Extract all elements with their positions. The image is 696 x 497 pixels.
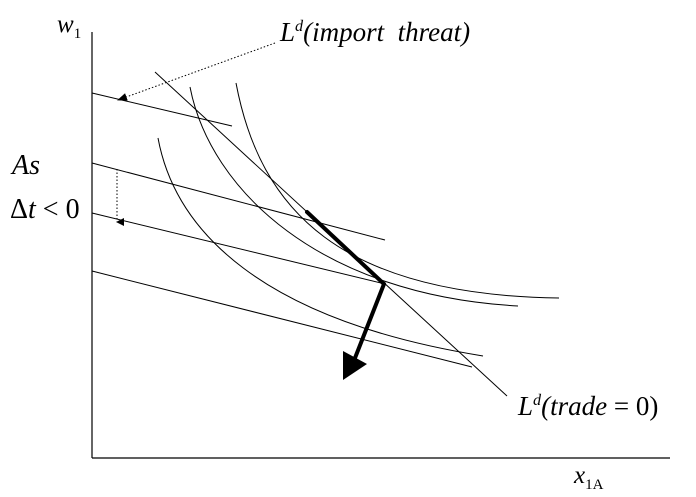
ld-trade-sup: d xyxy=(533,391,542,409)
label-pointer-arrow xyxy=(117,42,276,101)
x-axis-label: x1A xyxy=(574,463,603,493)
y-axis-label-sub: 1 xyxy=(73,26,82,42)
import-threat-segment xyxy=(305,210,386,286)
shock-delta: Δ xyxy=(10,194,29,225)
wage-line-4 xyxy=(91,270,473,368)
y-axis-label-base: w xyxy=(57,11,74,38)
isoquant-3 xyxy=(235,82,560,299)
ld-trade-base: L xyxy=(518,391,534,421)
shock-val: 0 xyxy=(65,194,80,225)
wage-line-1 xyxy=(91,92,233,127)
import-threat-shift xyxy=(353,282,386,360)
ld-import-text: (import threat) xyxy=(303,17,471,47)
wage-line-3 xyxy=(91,212,386,285)
shock-label-line1: As xyxy=(12,152,40,180)
isoquant-1 xyxy=(157,137,484,357)
wage-line-2 xyxy=(91,162,386,241)
x-axis-label-base: x xyxy=(574,462,586,489)
labor-demand-import-threat-label: Ld(import threat) xyxy=(280,18,470,46)
isoquant-2 xyxy=(189,86,519,307)
shock-label-as: As xyxy=(12,150,40,181)
labor-demand-no-trade-label: Ld(trade = 0) xyxy=(518,392,658,420)
ld-trade-text-open: (trade xyxy=(541,391,608,421)
shock-label-line2: Δt < 0 xyxy=(10,196,80,224)
shock-rel: < xyxy=(35,194,66,225)
shock-var: t xyxy=(28,194,36,225)
x-axis-label-sub: 1A xyxy=(585,477,604,493)
ld-import-base: L xyxy=(280,17,296,47)
ld-trade-text-zero: 0) xyxy=(635,391,659,421)
y-axis-label: w1 xyxy=(57,12,81,42)
ld-import-sup: d xyxy=(295,17,304,35)
ld-trade-text-eq: = xyxy=(607,391,636,421)
import-threat-arrowhead xyxy=(343,351,367,380)
